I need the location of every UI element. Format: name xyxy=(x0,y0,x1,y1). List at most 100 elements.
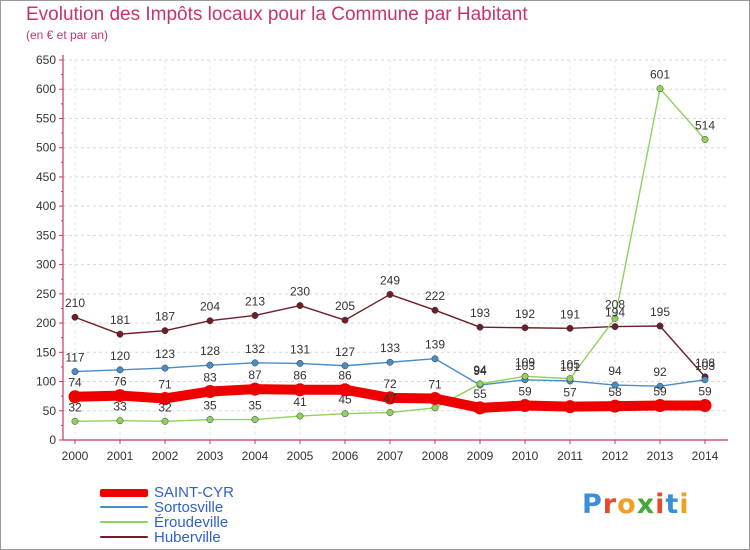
x-tick-label: 2013 xyxy=(647,449,674,463)
y-tick-label: 50 xyxy=(43,404,57,418)
data-point-sortosville xyxy=(611,381,619,389)
legend-swatch-huberville xyxy=(100,536,148,538)
data-label-huberville: 192 xyxy=(515,307,535,321)
data-point-huberville xyxy=(71,313,79,321)
legend-label-eroudeville: Éroudeville xyxy=(154,514,229,531)
y-tick-label: 150 xyxy=(36,345,56,359)
data-label-huberville: 194 xyxy=(605,306,625,320)
x-tick-label: 2001 xyxy=(107,449,134,463)
data-point-huberville xyxy=(341,316,349,324)
x-tick-label: 2009 xyxy=(467,449,494,463)
x-tick-label: 2011 xyxy=(557,449,583,463)
y-tick-label: 300 xyxy=(36,258,56,272)
data-point-saint-cyr xyxy=(203,384,217,398)
y-tick-label: 450 xyxy=(36,170,56,184)
data-label-eroudeville: 33 xyxy=(113,400,127,414)
data-label-huberville: 222 xyxy=(425,289,445,303)
data-point-huberville xyxy=(521,324,529,332)
data-point-eroudeville xyxy=(116,417,124,425)
data-point-sortosville xyxy=(431,355,439,363)
data-point-huberville xyxy=(476,323,484,331)
data-point-huberville xyxy=(611,323,619,331)
data-point-saint-cyr xyxy=(428,391,442,405)
x-tick-label: 2000 xyxy=(62,449,89,463)
x-tick-label: 2005 xyxy=(287,449,314,463)
logo-letter: i xyxy=(655,489,666,520)
x-tick-label: 2008 xyxy=(422,449,449,463)
data-point-huberville xyxy=(206,317,214,325)
data-point-eroudeville xyxy=(251,416,259,423)
data-label-saint-cyr: 59 xyxy=(518,385,532,399)
data-label-sortosville: 92 xyxy=(653,365,667,379)
data-label-huberville: 210 xyxy=(65,296,85,310)
data-label-sortosville: 117 xyxy=(65,351,84,365)
data-point-saint-cyr xyxy=(113,389,127,403)
data-point-saint-cyr xyxy=(563,400,577,414)
data-point-saint-cyr xyxy=(473,401,487,415)
data-point-eroudeville xyxy=(296,412,304,420)
data-point-eroudeville xyxy=(701,136,709,143)
legend-swatch-saint-cyr xyxy=(100,489,148,497)
data-point-saint-cyr xyxy=(698,399,712,413)
data-label-eroudeville: 109 xyxy=(515,355,535,369)
data-label-saint-cyr: 57 xyxy=(563,386,577,400)
data-label-eroudeville: 94 xyxy=(473,363,487,377)
data-label-sortosville: 132 xyxy=(245,342,265,356)
data-point-huberville xyxy=(386,290,394,298)
logo-letter: t xyxy=(665,489,680,520)
y-tick-label: 550 xyxy=(36,111,56,125)
data-point-eroudeville xyxy=(71,417,79,425)
logo-letter: r xyxy=(602,489,618,520)
y-tick-label: 100 xyxy=(36,375,56,389)
legend-swatch-sortosville xyxy=(100,506,148,508)
data-label-saint-cyr: 55 xyxy=(473,387,487,401)
data-point-saint-cyr xyxy=(608,399,622,413)
logo-letter: x xyxy=(636,489,656,520)
data-point-eroudeville xyxy=(566,375,574,383)
data-label-huberville: 230 xyxy=(290,285,310,299)
data-point-saint-cyr xyxy=(293,383,307,397)
data-point-huberville xyxy=(251,312,259,319)
legend-label-saint-cyr: SAINT-CYR xyxy=(154,484,235,501)
y-tick-label: 250 xyxy=(36,287,56,301)
data-label-sortosville: 103 xyxy=(695,359,715,373)
data-label-huberville: 187 xyxy=(155,310,175,324)
data-label-sortosville: 131 xyxy=(290,342,310,356)
data-label-eroudeville: 601 xyxy=(650,68,670,82)
data-label-saint-cyr: 86 xyxy=(338,369,352,383)
data-point-sortosville xyxy=(386,358,394,366)
data-label-sortosville: 123 xyxy=(155,347,175,361)
data-point-sortosville xyxy=(701,376,709,384)
data-point-eroudeville xyxy=(611,314,619,322)
data-point-huberville xyxy=(116,330,124,338)
x-tick-label: 2002 xyxy=(152,449,179,463)
data-point-eroudeville xyxy=(431,404,439,412)
data-label-huberville: 249 xyxy=(380,273,400,287)
data-point-saint-cyr xyxy=(338,383,352,397)
data-label-sortosville: 103 xyxy=(515,359,535,373)
data-label-huberville: 191 xyxy=(560,307,580,321)
data-point-eroudeville xyxy=(386,409,394,416)
data-label-saint-cyr: 87 xyxy=(248,368,262,382)
data-point-eroudeville xyxy=(656,85,664,93)
data-point-sortosville xyxy=(116,366,124,374)
data-point-saint-cyr xyxy=(68,390,82,404)
chart-subtitle: (en € et par an) xyxy=(26,28,109,42)
y-tick-label: 600 xyxy=(36,82,56,96)
data-label-sortosville: 94 xyxy=(473,364,487,378)
data-label-sortosville: 101 xyxy=(560,360,580,374)
data-label-sortosville: 139 xyxy=(425,338,445,352)
data-label-saint-cyr: 76 xyxy=(113,375,127,389)
legend-label-huberville: Huberville xyxy=(154,529,221,546)
logo-letter: i xyxy=(679,489,690,520)
data-point-sortosville xyxy=(251,359,259,367)
legend-swatch-eroudeville xyxy=(100,521,148,523)
data-label-eroudeville: 35 xyxy=(248,399,262,413)
data-label-eroudeville: 208 xyxy=(605,297,625,311)
data-point-sortosville xyxy=(161,364,169,372)
data-point-saint-cyr xyxy=(653,399,667,413)
data-label-sortosville: 128 xyxy=(200,344,220,358)
data-point-sortosville xyxy=(656,382,664,390)
